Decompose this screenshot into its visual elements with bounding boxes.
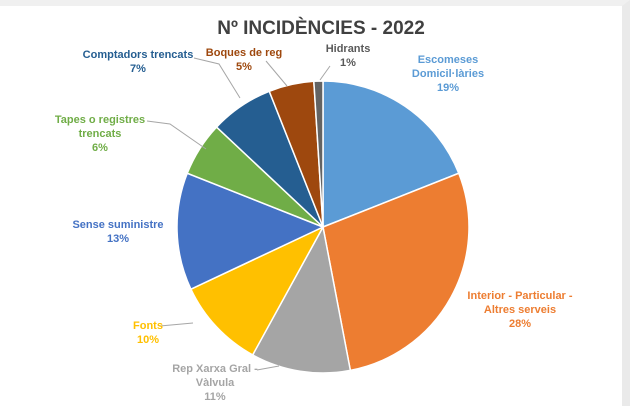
slice-percent: 19% (437, 82, 459, 94)
slice-label-line: Tapes o registres (55, 114, 145, 126)
leader-line (265, 60, 288, 87)
slice-label-line: Interior - Particular - (467, 290, 572, 302)
slice-percent: 5% (236, 61, 252, 73)
slice-label: Boques de reg 5% (206, 47, 282, 73)
slice-percent: 6% (92, 142, 108, 154)
pie-slice (251, 224, 352, 374)
pie-slice (322, 80, 460, 229)
leader-line (319, 65, 331, 81)
pie-slice (313, 80, 324, 228)
slice-percent: 10% (137, 334, 159, 346)
slice-percent: 28% (509, 318, 531, 330)
slice-label-line: Sense suministre (72, 219, 163, 231)
slice-label-line: Boques de reg (206, 47, 282, 59)
slice-label: Sense suministre 13% (72, 219, 163, 245)
slice-label: Fonts 10% (133, 320, 163, 346)
slice-percent: 13% (107, 233, 129, 245)
slice-label-line: trencats (79, 128, 122, 140)
slice-label: Rep Xarxa Gral - Vàlvula 11% (172, 363, 258, 403)
slice-label-line: Rep Xarxa Gral - (172, 363, 258, 375)
slice-label-line: Fonts (133, 320, 163, 332)
leader-line (146, 120, 207, 150)
slice-percent: 7% (130, 63, 146, 75)
slice-label-line: Vàlvula (196, 377, 235, 389)
slice-label: Tapes o registres trencats 6% (55, 114, 145, 154)
leader-line (193, 57, 241, 99)
slice-label-line: Hidrants (326, 43, 371, 55)
slice-label-line: Escomeses (418, 54, 479, 66)
slice-label-line: Domicil·làries (412, 68, 484, 80)
slice-label-line: Comptadors trencats (83, 49, 194, 61)
leader-line (159, 322, 194, 327)
pie-slice (322, 172, 470, 372)
slice-percent: 11% (204, 391, 226, 403)
slice-label: Comptadors trencats 7% (83, 49, 194, 75)
slice-label-line: Altres serveis (484, 304, 556, 316)
slice-percent: 1% (340, 57, 356, 69)
pie-slice (176, 172, 325, 291)
slice-label: Escomeses Domicil·làries 19% (412, 54, 484, 94)
pie-slice (189, 225, 325, 356)
leader-line (256, 365, 280, 371)
chart-title: Nº INCIDÈNCIES - 2022 (217, 17, 425, 39)
slice-label: Hidrants 1% (326, 43, 371, 69)
slice-label: Interior - Particular - Altres serveis 28% (467, 290, 572, 330)
